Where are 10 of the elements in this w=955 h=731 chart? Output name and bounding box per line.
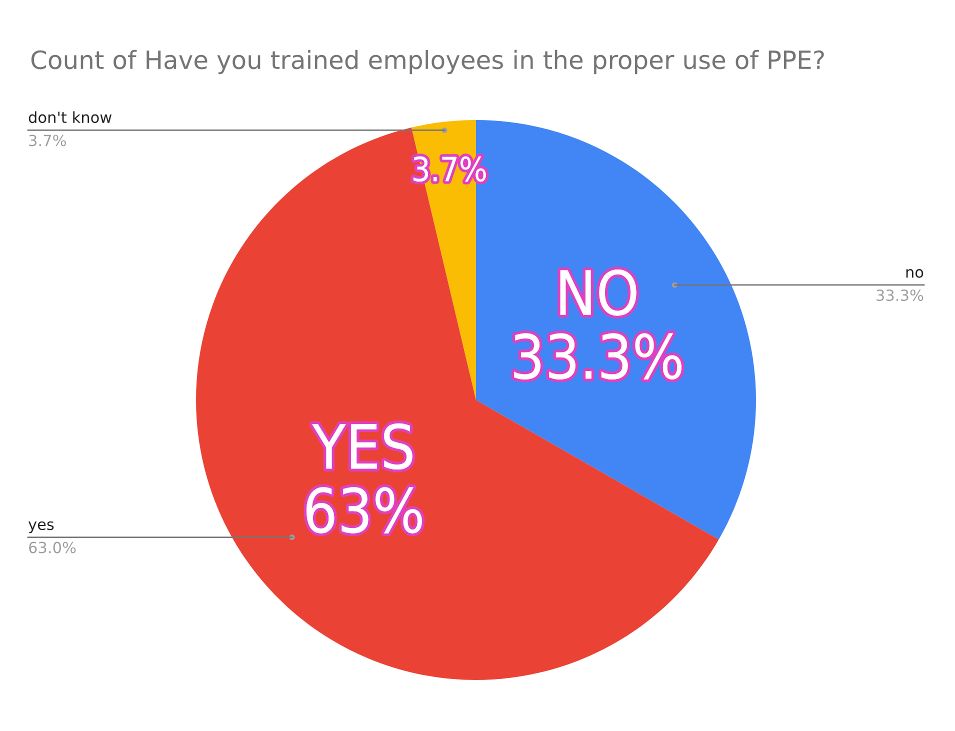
slice-label: yes: [28, 521, 54, 534]
text: NO 33.3%: [514, 269, 682, 380]
data-label: 3.7%: [29, 134, 66, 146]
pie-slice: [196, 128, 719, 680]
data-label: 33.3%: [876, 289, 924, 302]
text: YES 63%: [306, 423, 422, 534]
slice-label: don't know: [28, 111, 112, 124]
chart-title: Count of Have you trained employees in the proper use of PPE?: [31, 50, 824, 74]
data-label: 63.0%: [29, 542, 76, 554]
slice-label: no: [906, 269, 924, 278]
